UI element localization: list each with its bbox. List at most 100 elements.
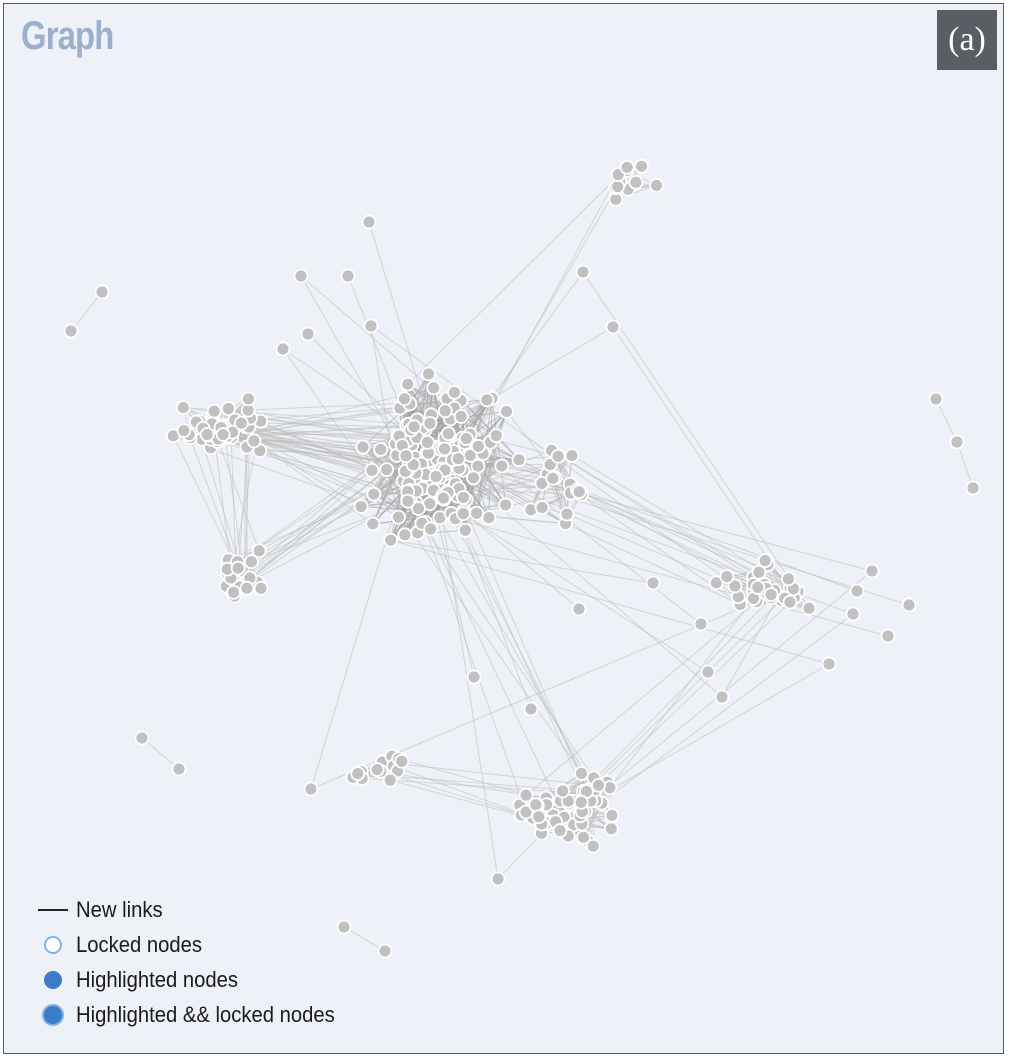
graph-node[interactable] — [382, 772, 398, 788]
graph-node[interactable] — [363, 318, 379, 334]
graph-node[interactable] — [714, 689, 730, 705]
graph-node[interactable] — [379, 462, 394, 478]
graph-node[interactable] — [531, 809, 547, 825]
graph-node[interactable] — [300, 326, 316, 342]
graph-node[interactable] — [466, 470, 481, 486]
graph-node[interactable] — [94, 284, 110, 300]
graph-node[interactable] — [355, 439, 371, 455]
graph-node[interactable] — [901, 597, 917, 613]
graph-node[interactable] — [275, 341, 291, 357]
graph-node[interactable] — [423, 521, 439, 537]
graph-node[interactable] — [340, 268, 356, 284]
graph-node[interactable] — [175, 400, 191, 415]
graph-node[interactable] — [377, 943, 393, 959]
graph-node[interactable] — [949, 434, 965, 450]
graph-node[interactable] — [511, 452, 527, 468]
graph-node[interactable] — [634, 158, 649, 174]
graph-node[interactable] — [605, 319, 621, 335]
graph-node[interactable] — [610, 179, 625, 195]
graph-node[interactable] — [134, 730, 150, 746]
graph-node[interactable] — [456, 490, 471, 505]
graph-node[interactable] — [574, 766, 589, 781]
graph-node[interactable] — [564, 448, 580, 463]
graph-node[interactable] — [603, 821, 619, 837]
graph-node[interactable] — [365, 516, 381, 532]
graph-node[interactable] — [361, 214, 377, 230]
graph-node[interactable] — [246, 433, 262, 449]
graph-node[interactable] — [199, 427, 215, 442]
graph-node[interactable] — [523, 701, 539, 717]
graph-node[interactable] — [436, 490, 451, 506]
graph-node[interactable] — [518, 804, 534, 820]
graph-node[interactable] — [518, 787, 534, 803]
graph-node[interactable] — [498, 497, 514, 513]
graph-node[interactable] — [63, 323, 79, 339]
graph-node[interactable] — [782, 594, 798, 610]
graph-node[interactable] — [353, 499, 369, 514]
graph-node[interactable] — [864, 563, 880, 579]
graph-node[interactable] — [400, 493, 416, 509]
graph-node[interactable] — [400, 376, 416, 392]
graph-node[interactable] — [398, 448, 414, 464]
graph-node[interactable] — [241, 391, 256, 407]
graph-node[interactable] — [411, 501, 426, 516]
graph-node[interactable] — [364, 462, 380, 478]
graph-node[interactable] — [528, 797, 544, 813]
graph-node[interactable] — [383, 532, 399, 548]
graph-node[interactable] — [481, 510, 497, 526]
graph-node[interactable] — [781, 571, 796, 587]
network-graph[interactable] — [4, 4, 1005, 1055]
graph-node[interactable] — [488, 428, 504, 444]
graph-node[interactable] — [406, 419, 422, 435]
graph-node[interactable] — [440, 426, 456, 442]
graph-node[interactable] — [571, 484, 587, 500]
graph-node[interactable] — [397, 391, 412, 407]
graph-node[interactable] — [849, 583, 865, 599]
graph-node[interactable] — [750, 579, 766, 595]
graph-node[interactable] — [455, 506, 471, 522]
graph-node[interactable] — [700, 664, 716, 680]
graph-node[interactable] — [845, 606, 861, 622]
graph-node[interactable] — [426, 380, 442, 396]
graph-node[interactable] — [628, 174, 644, 190]
graph-node[interactable] — [239, 580, 255, 596]
graph-node[interactable] — [215, 427, 231, 442]
graph-node[interactable] — [550, 448, 566, 464]
graph-node[interactable] — [645, 575, 661, 591]
graph-node[interactable] — [221, 401, 236, 417]
graph-node[interactable] — [453, 409, 469, 424]
graph-node[interactable] — [619, 159, 635, 175]
graph-node[interactable] — [293, 268, 309, 284]
graph-node[interactable] — [420, 434, 435, 450]
graph-node[interactable] — [571, 601, 587, 617]
graph-node[interactable] — [447, 385, 462, 400]
graph-node[interactable] — [479, 392, 495, 408]
graph-node[interactable] — [171, 761, 187, 777]
graph-node[interactable] — [397, 527, 413, 543]
graph-node[interactable] — [206, 403, 222, 419]
graph-node[interactable] — [251, 543, 267, 559]
graph-node[interactable] — [244, 554, 259, 570]
graph-node[interactable] — [457, 522, 473, 538]
graph-node[interactable] — [559, 506, 575, 522]
graph-node[interactable] — [490, 871, 506, 887]
graph-node[interactable] — [230, 560, 246, 576]
graph-node[interactable] — [585, 838, 601, 854]
graph-node[interactable] — [253, 580, 269, 596]
graph-node[interactable] — [575, 264, 591, 280]
graph-node[interactable] — [226, 584, 241, 600]
graph-node[interactable] — [366, 486, 382, 502]
graph-node[interactable] — [422, 415, 438, 431]
graph-node[interactable] — [552, 823, 568, 838]
graph-node[interactable] — [719, 569, 735, 585]
graph-node[interactable] — [336, 919, 352, 935]
graph-node[interactable] — [545, 470, 561, 486]
graph-node[interactable] — [880, 628, 896, 644]
graph-node[interactable] — [233, 415, 249, 431]
graph-node[interactable] — [801, 600, 817, 616]
graph-node[interactable] — [421, 366, 436, 382]
graph-node[interactable] — [391, 509, 406, 525]
graph-node[interactable] — [604, 807, 620, 823]
graph-node[interactable] — [350, 766, 366, 781]
graph-node[interactable] — [466, 669, 482, 685]
